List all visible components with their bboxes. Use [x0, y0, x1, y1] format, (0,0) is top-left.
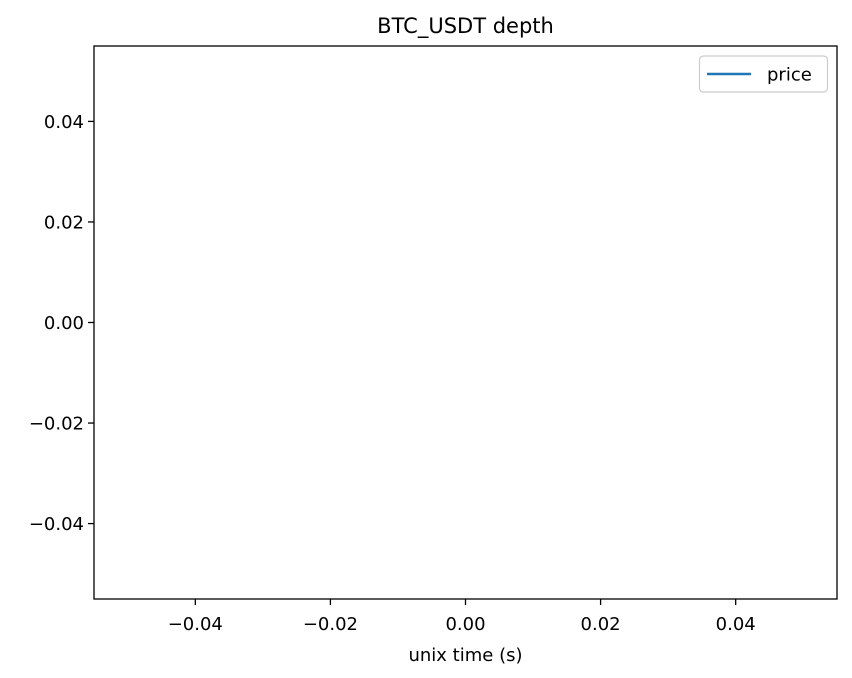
- x-tick-label: 0.04: [716, 614, 756, 635]
- y-tick-label: 0.04: [44, 112, 84, 133]
- x-tick-label: 0.00: [445, 614, 485, 635]
- plot-area: [94, 46, 837, 599]
- y-tick-label: −0.04: [29, 514, 84, 535]
- y-tick-label: 0.00: [44, 313, 84, 334]
- y-tick-label: −0.02: [29, 414, 84, 435]
- y-tick-label: 0.02: [44, 212, 84, 233]
- x-tick-label: −0.02: [303, 614, 358, 635]
- x-axis: −0.04 −0.02 0.00 0.02 0.04: [168, 599, 756, 635]
- legend: price: [698, 55, 829, 93]
- x-axis-label: unix time (s): [408, 645, 522, 666]
- legend-label: price: [767, 65, 812, 86]
- y-axis: −0.04 −0.02 0.00 0.02 0.04: [29, 112, 94, 535]
- x-tick-label: −0.04: [168, 614, 223, 635]
- legend-box: [698, 55, 829, 93]
- x-tick-label: 0.02: [581, 614, 621, 635]
- chart-title: BTC_USDT depth: [377, 14, 554, 39]
